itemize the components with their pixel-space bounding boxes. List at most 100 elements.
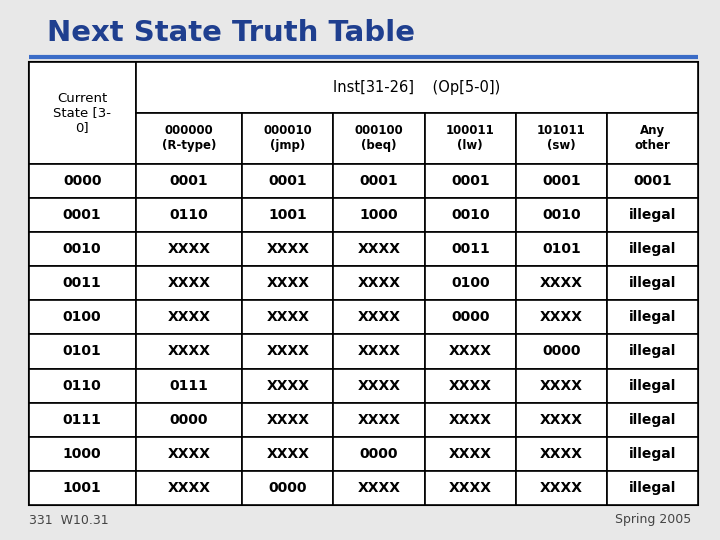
Text: 0100: 0100 (451, 276, 490, 291)
Text: 0000: 0000 (170, 413, 208, 427)
Text: XXXX: XXXX (266, 242, 310, 256)
Bar (425, 334, 516, 368)
Text: 0011: 0011 (451, 242, 490, 256)
Text: 0100: 0100 (63, 310, 102, 325)
Text: 0000: 0000 (269, 481, 307, 495)
Bar (135, 266, 242, 300)
Bar (607, 198, 698, 232)
Bar (333, 266, 425, 300)
Bar (607, 232, 698, 266)
Text: 0010: 0010 (451, 208, 490, 222)
Bar (425, 403, 516, 437)
Text: illegal: illegal (629, 413, 677, 427)
Text: XXXX: XXXX (266, 310, 310, 325)
Text: 0110: 0110 (63, 379, 102, 393)
Bar (29, 471, 135, 505)
Text: illegal: illegal (629, 345, 677, 359)
Bar (516, 113, 607, 164)
Text: Spring 2005: Spring 2005 (615, 514, 691, 526)
Bar (516, 164, 607, 198)
Text: 101011
(sw): 101011 (sw) (537, 125, 586, 152)
Bar (29, 232, 135, 266)
Text: 0011: 0011 (63, 276, 102, 291)
Text: illegal: illegal (629, 208, 677, 222)
Bar (29, 300, 135, 334)
Text: XXXX: XXXX (358, 345, 400, 359)
Bar (29, 334, 135, 368)
Text: XXXX: XXXX (167, 242, 210, 256)
Bar (242, 403, 333, 437)
Bar (333, 164, 425, 198)
Text: Inst[31-26]    (Op[5-0]): Inst[31-26] (Op[5-0]) (333, 80, 500, 95)
Text: XXXX: XXXX (449, 481, 492, 495)
Bar (516, 266, 607, 300)
Bar (425, 266, 516, 300)
Bar (516, 437, 607, 471)
Text: Any
other: Any other (635, 125, 671, 152)
Bar (29, 403, 135, 437)
Bar (242, 198, 333, 232)
Text: 0000: 0000 (451, 310, 490, 325)
Bar (425, 368, 516, 403)
Text: XXXX: XXXX (167, 310, 210, 325)
Text: illegal: illegal (629, 481, 677, 495)
Text: 1000: 1000 (63, 447, 102, 461)
Bar (425, 300, 516, 334)
Text: XXXX: XXXX (167, 481, 210, 495)
Bar (242, 266, 333, 300)
Text: 0101: 0101 (63, 345, 102, 359)
Bar (516, 403, 607, 437)
Bar (607, 368, 698, 403)
Text: 1001: 1001 (269, 208, 307, 222)
Bar (607, 300, 698, 334)
Bar (333, 113, 425, 164)
Text: XXXX: XXXX (540, 276, 583, 291)
Bar (333, 232, 425, 266)
Text: XXXX: XXXX (266, 379, 310, 393)
Bar (135, 334, 242, 368)
Bar (29, 198, 135, 232)
Text: XXXX: XXXX (358, 413, 400, 427)
Bar (425, 437, 516, 471)
Text: 0000: 0000 (360, 447, 398, 461)
Text: XXXX: XXXX (167, 447, 210, 461)
Bar (29, 437, 135, 471)
Text: XXXX: XXXX (266, 345, 310, 359)
Bar (516, 232, 607, 266)
Bar (135, 198, 242, 232)
Text: 000100
(beq): 000100 (beq) (355, 125, 403, 152)
Bar (242, 300, 333, 334)
Bar (242, 113, 333, 164)
Text: 0101: 0101 (542, 242, 581, 256)
Bar (607, 334, 698, 368)
Bar (516, 334, 607, 368)
Text: XXXX: XXXX (358, 481, 400, 495)
Bar (516, 471, 607, 505)
Bar (607, 113, 698, 164)
Text: XXXX: XXXX (449, 345, 492, 359)
Text: 0000: 0000 (63, 174, 102, 188)
Text: XXXX: XXXX (540, 379, 583, 393)
Text: XXXX: XXXX (449, 379, 492, 393)
Bar (333, 198, 425, 232)
Text: Next State Truth Table: Next State Truth Table (47, 19, 415, 47)
Bar (333, 368, 425, 403)
Text: 0001: 0001 (63, 208, 102, 222)
Bar (29, 164, 135, 198)
Text: XXXX: XXXX (266, 276, 310, 291)
Text: XXXX: XXXX (358, 242, 400, 256)
Text: 0001: 0001 (634, 174, 672, 188)
Text: 0000: 0000 (542, 345, 581, 359)
Text: XXXX: XXXX (540, 310, 583, 325)
Bar (135, 471, 242, 505)
Text: XXXX: XXXX (358, 379, 400, 393)
Text: 331  W10.31: 331 W10.31 (29, 514, 109, 526)
Text: Current
State [3-
0]: Current State [3- 0] (53, 91, 111, 134)
Bar (607, 403, 698, 437)
Text: 0010: 0010 (63, 242, 102, 256)
Bar (29, 62, 698, 505)
Text: illegal: illegal (629, 242, 677, 256)
Bar (333, 403, 425, 437)
Bar (135, 232, 242, 266)
Bar (135, 403, 242, 437)
